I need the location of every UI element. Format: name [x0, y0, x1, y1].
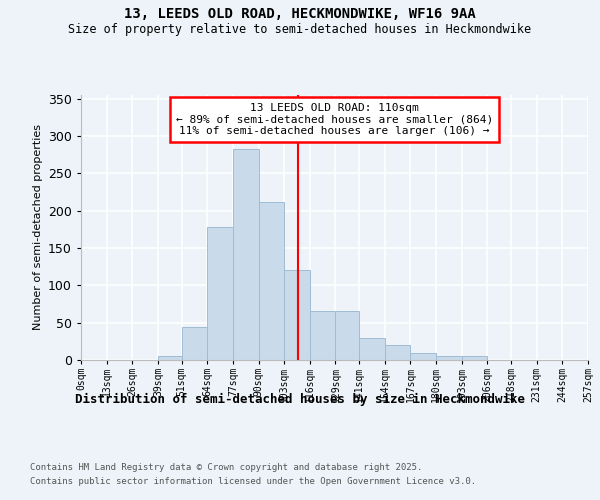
- Bar: [436, 356, 462, 360]
- Bar: [310, 312, 335, 360]
- Text: Size of property relative to semi-detached houses in Heckmondwike: Size of property relative to semi-detach…: [68, 22, 532, 36]
- Bar: [158, 356, 182, 360]
- Bar: [182, 327, 207, 360]
- Text: Contains public sector information licensed under the Open Government Licence v3: Contains public sector information licen…: [30, 478, 476, 486]
- Text: 13 LEEDS OLD ROAD: 110sqm
← 89% of semi-detached houses are smaller (864)
11% of: 13 LEEDS OLD ROAD: 110sqm ← 89% of semi-…: [176, 103, 493, 136]
- Bar: [359, 338, 385, 360]
- Bar: [207, 227, 233, 360]
- Y-axis label: Number of semi-detached properties: Number of semi-detached properties: [32, 124, 43, 330]
- Bar: [410, 352, 436, 360]
- Bar: [462, 356, 487, 360]
- Text: Distribution of semi-detached houses by size in Heckmondwike: Distribution of semi-detached houses by …: [75, 392, 525, 406]
- Bar: [335, 312, 359, 360]
- Text: 13, LEEDS OLD ROAD, HECKMONDWIKE, WF16 9AA: 13, LEEDS OLD ROAD, HECKMONDWIKE, WF16 9…: [124, 8, 476, 22]
- Bar: [233, 148, 259, 360]
- Bar: [385, 345, 410, 360]
- Text: Contains HM Land Registry data © Crown copyright and database right 2025.: Contains HM Land Registry data © Crown c…: [30, 462, 422, 471]
- Bar: [284, 270, 310, 360]
- Bar: [259, 202, 284, 360]
